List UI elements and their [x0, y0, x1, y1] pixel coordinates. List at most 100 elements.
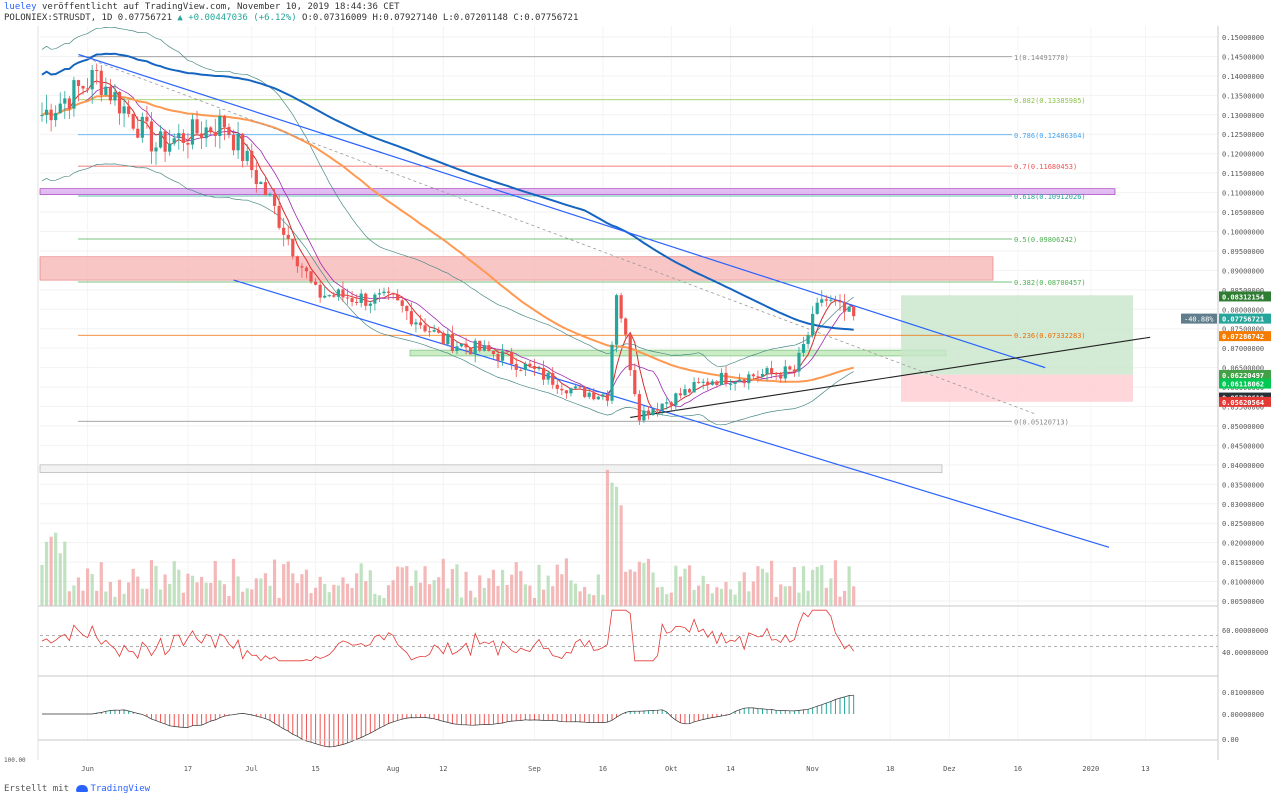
candle-body [90, 70, 94, 90]
candle-body [272, 193, 277, 206]
volume-bar [254, 578, 258, 606]
volume-bar [610, 482, 614, 606]
volume-bar [551, 586, 555, 606]
candle-body [63, 98, 67, 104]
change-tag-label: -40.88% [1184, 316, 1214, 324]
candle-body [815, 302, 819, 314]
volume-bar [382, 597, 386, 606]
volume-bar [368, 570, 372, 606]
volume-bar [619, 505, 623, 606]
volume-bar [601, 594, 605, 606]
volume-bar [801, 566, 806, 606]
volume-bar [99, 562, 103, 606]
candle-body [774, 373, 778, 375]
volume-bar [295, 583, 299, 606]
volume-bar [532, 597, 537, 606]
candle-body [710, 381, 714, 385]
volume-bar [441, 558, 445, 606]
price-tick-label: 0.00500000 [1222, 598, 1264, 606]
volume-bar [250, 589, 254, 606]
candle-body [797, 352, 801, 372]
volume-bar [628, 569, 632, 606]
volume-bar [510, 574, 514, 606]
volume-bar [195, 582, 199, 606]
fib-label: 1(0.14491770) [1014, 54, 1069, 62]
volume-bar [733, 594, 737, 606]
candle-body [560, 388, 564, 391]
volume-bar [674, 565, 678, 606]
rsi-line [41, 609, 855, 662]
candle-body [842, 301, 847, 312]
volume-bar [715, 587, 719, 606]
volume-bar [573, 583, 578, 606]
candle-body [136, 128, 140, 138]
volume-bar [450, 569, 454, 606]
volume-bar [432, 580, 436, 606]
price-tag-bg [1219, 313, 1271, 324]
volume-bar [624, 571, 628, 606]
volume-bar [81, 590, 85, 606]
volume-bar [72, 585, 76, 606]
volume-bar [227, 595, 231, 606]
time-tick-label: 13 [1141, 765, 1149, 773]
time-tick-label: 15 [311, 765, 319, 773]
time-tick-label: 16 [599, 765, 607, 773]
price-tick-label: 0.02500000 [1222, 520, 1264, 528]
candle-body [738, 379, 742, 382]
volume-bar [54, 532, 58, 606]
volume-bar [500, 569, 505, 606]
volume-bar [842, 590, 847, 606]
candle-body [314, 281, 318, 285]
price-tick-label: 0.04500000 [1222, 442, 1264, 450]
candle-body [728, 383, 733, 385]
candle-body [218, 116, 222, 136]
time-tick-label: Dez [943, 765, 956, 773]
candle-body [318, 284, 322, 298]
channel-upper-line [78, 53, 1046, 369]
volume-bar [113, 596, 117, 606]
price-tick-label: 0.02000000 [1222, 540, 1264, 548]
volume-bar [528, 585, 532, 606]
author-name[interactable]: lueley [4, 2, 37, 12]
price-tick-label: 0.10000000 [1222, 228, 1264, 236]
candle-body [222, 116, 226, 128]
candle-body [227, 127, 231, 135]
candle-body [537, 367, 541, 369]
volume-bar [259, 578, 263, 606]
volume-bar [469, 590, 473, 606]
candle-body [67, 98, 71, 109]
volume-bar [770, 560, 774, 606]
fib-label: 0.382(0.08700457) [1014, 279, 1086, 287]
time-tick-label: 12 [439, 765, 447, 773]
rsi-pane: 60.00000000 40.00000000 100.00 [4, 609, 1268, 764]
volume-bar [569, 580, 573, 606]
volume-bar [838, 596, 842, 606]
volume-bar [437, 577, 441, 606]
candle-body [683, 389, 687, 396]
volume-bar [756, 566, 760, 606]
candle-body [295, 256, 299, 267]
footer-brand[interactable]: TradingView [90, 784, 151, 794]
candle-body [455, 346, 459, 351]
candle-body [573, 386, 578, 389]
volume-bar [656, 587, 660, 606]
candle-body [432, 330, 436, 332]
rsi-tick-label: 60.00000000 [1222, 627, 1268, 635]
candle-body [637, 394, 641, 421]
candle-body [277, 205, 281, 228]
candle-body [423, 325, 427, 332]
candle-body [510, 351, 514, 365]
price-tick-label: 0.04000000 [1222, 462, 1264, 470]
volume-bar [473, 597, 477, 606]
candle-body [117, 92, 122, 114]
candle-body [373, 294, 377, 304]
candle-body [715, 381, 719, 385]
candlesticks [40, 63, 856, 425]
price-tick-label: 0.06500000 [1222, 365, 1264, 373]
price-tick-label: 0.13000000 [1222, 112, 1264, 120]
footer: Erstellt mit TradingView [4, 784, 150, 794]
change-arrow-icon: ▲ [177, 13, 183, 23]
candle-body [578, 386, 582, 388]
candle-body [336, 289, 340, 297]
